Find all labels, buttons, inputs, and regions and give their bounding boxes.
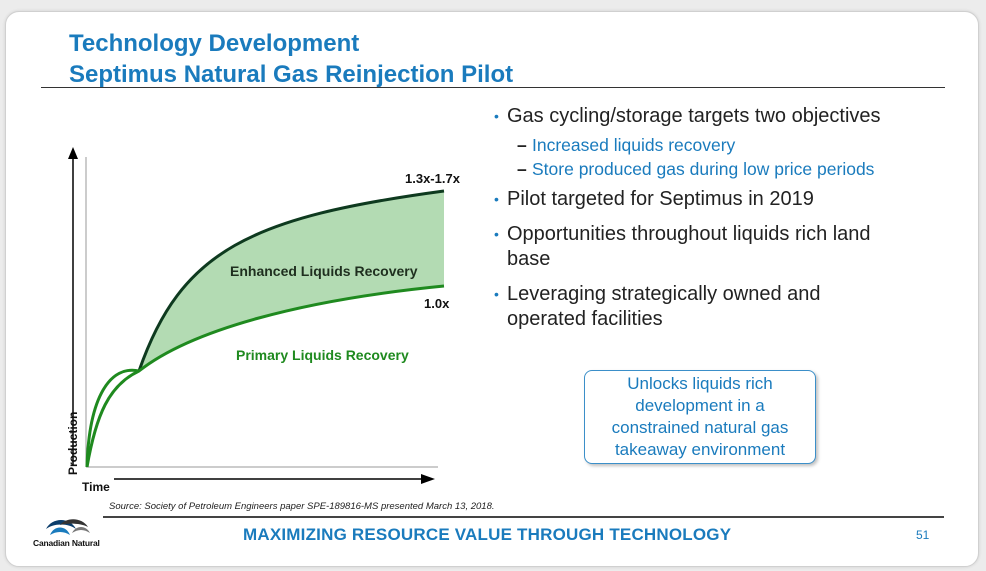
bullet-list: • Gas cycling/storage targets two object… <box>494 104 954 342</box>
callout-text: Unlocks liquids rich development in a co… <box>611 374 789 459</box>
enhanced-recovery-curve <box>137 189 445 372</box>
company-logo-icon <box>46 519 90 535</box>
bullet-item: • Opportunities throughout liquids rich … <box>494 222 877 272</box>
dash-icon: – <box>517 159 527 179</box>
title-divider <box>41 87 945 88</box>
dash-icon: – <box>517 135 527 155</box>
sub-bullet-text: Increased liquids recovery <box>532 135 736 155</box>
enhanced-recovery-label: Enhanced Liquids Recovery <box>230 263 418 279</box>
sub-bullet-item: – Store produced gas during low price pe… <box>494 157 954 181</box>
primary-recovery-curve-start <box>85 368 140 468</box>
y-axis-arrow <box>68 147 78 159</box>
upper-curve-label: 1.3x-1.7x <box>405 171 461 186</box>
bullet-text: Pilot targeted for Septimus in 2019 <box>507 188 814 210</box>
y-axis-label: Production <box>66 412 80 475</box>
bullet-text: Gas cycling/storage targets two objectiv… <box>507 105 881 127</box>
primary-recovery-label: Primary Liquids Recovery <box>236 347 409 363</box>
bullet-dot-icon: • <box>494 286 499 302</box>
bullet-item: • Pilot targeted for Septimus in 2019 <box>494 187 954 212</box>
logo-text: Canadian Natural <box>33 538 100 548</box>
enhanced-recovery-band <box>139 191 444 371</box>
x-axis-label: Time <box>82 480 110 494</box>
bullet-item: • Leveraging strategically owned and ope… <box>494 282 877 332</box>
footer-tagline: MAXIMIZING RESOURCE VALUE THROUGH TECHNO… <box>243 525 732 544</box>
bullet-item: • Gas cycling/storage targets two object… <box>494 104 954 129</box>
primary-recovery-curve <box>85 284 445 468</box>
bullet-dot-icon: • <box>494 108 499 124</box>
footer-divider <box>103 516 944 518</box>
bullet-text: Leveraging strategically owned and opera… <box>507 283 821 330</box>
page-number: 51 <box>916 528 930 542</box>
bullet-text: Opportunities throughout liquids rich la… <box>507 223 871 270</box>
sub-bullet-text: Store produced gas during low price peri… <box>532 159 875 179</box>
title-line-1: Technology Development <box>69 30 360 57</box>
slide: Technology Development Septimus Natural … <box>5 11 979 567</box>
x-axis-arrow <box>421 474 435 484</box>
recovery-chart: 1.3x-1.7x 1.0x Enhanced Liquids Recovery… <box>66 147 461 494</box>
bullet-dot-icon: • <box>494 191 499 207</box>
callout-box: Unlocks liquids rich development in a co… <box>584 370 816 464</box>
lower-curve-label: 1.0x <box>424 296 450 311</box>
source-note: Source: Society of Petroleum Engineers p… <box>109 501 495 512</box>
bullet-dot-icon: • <box>494 226 499 242</box>
sub-bullet-item: – Increased liquids recovery <box>494 133 954 157</box>
title-line-2: Septimus Natural Gas Reinjection Pilot <box>69 61 514 88</box>
page-title: Technology Development Septimus Natural … <box>69 28 513 90</box>
